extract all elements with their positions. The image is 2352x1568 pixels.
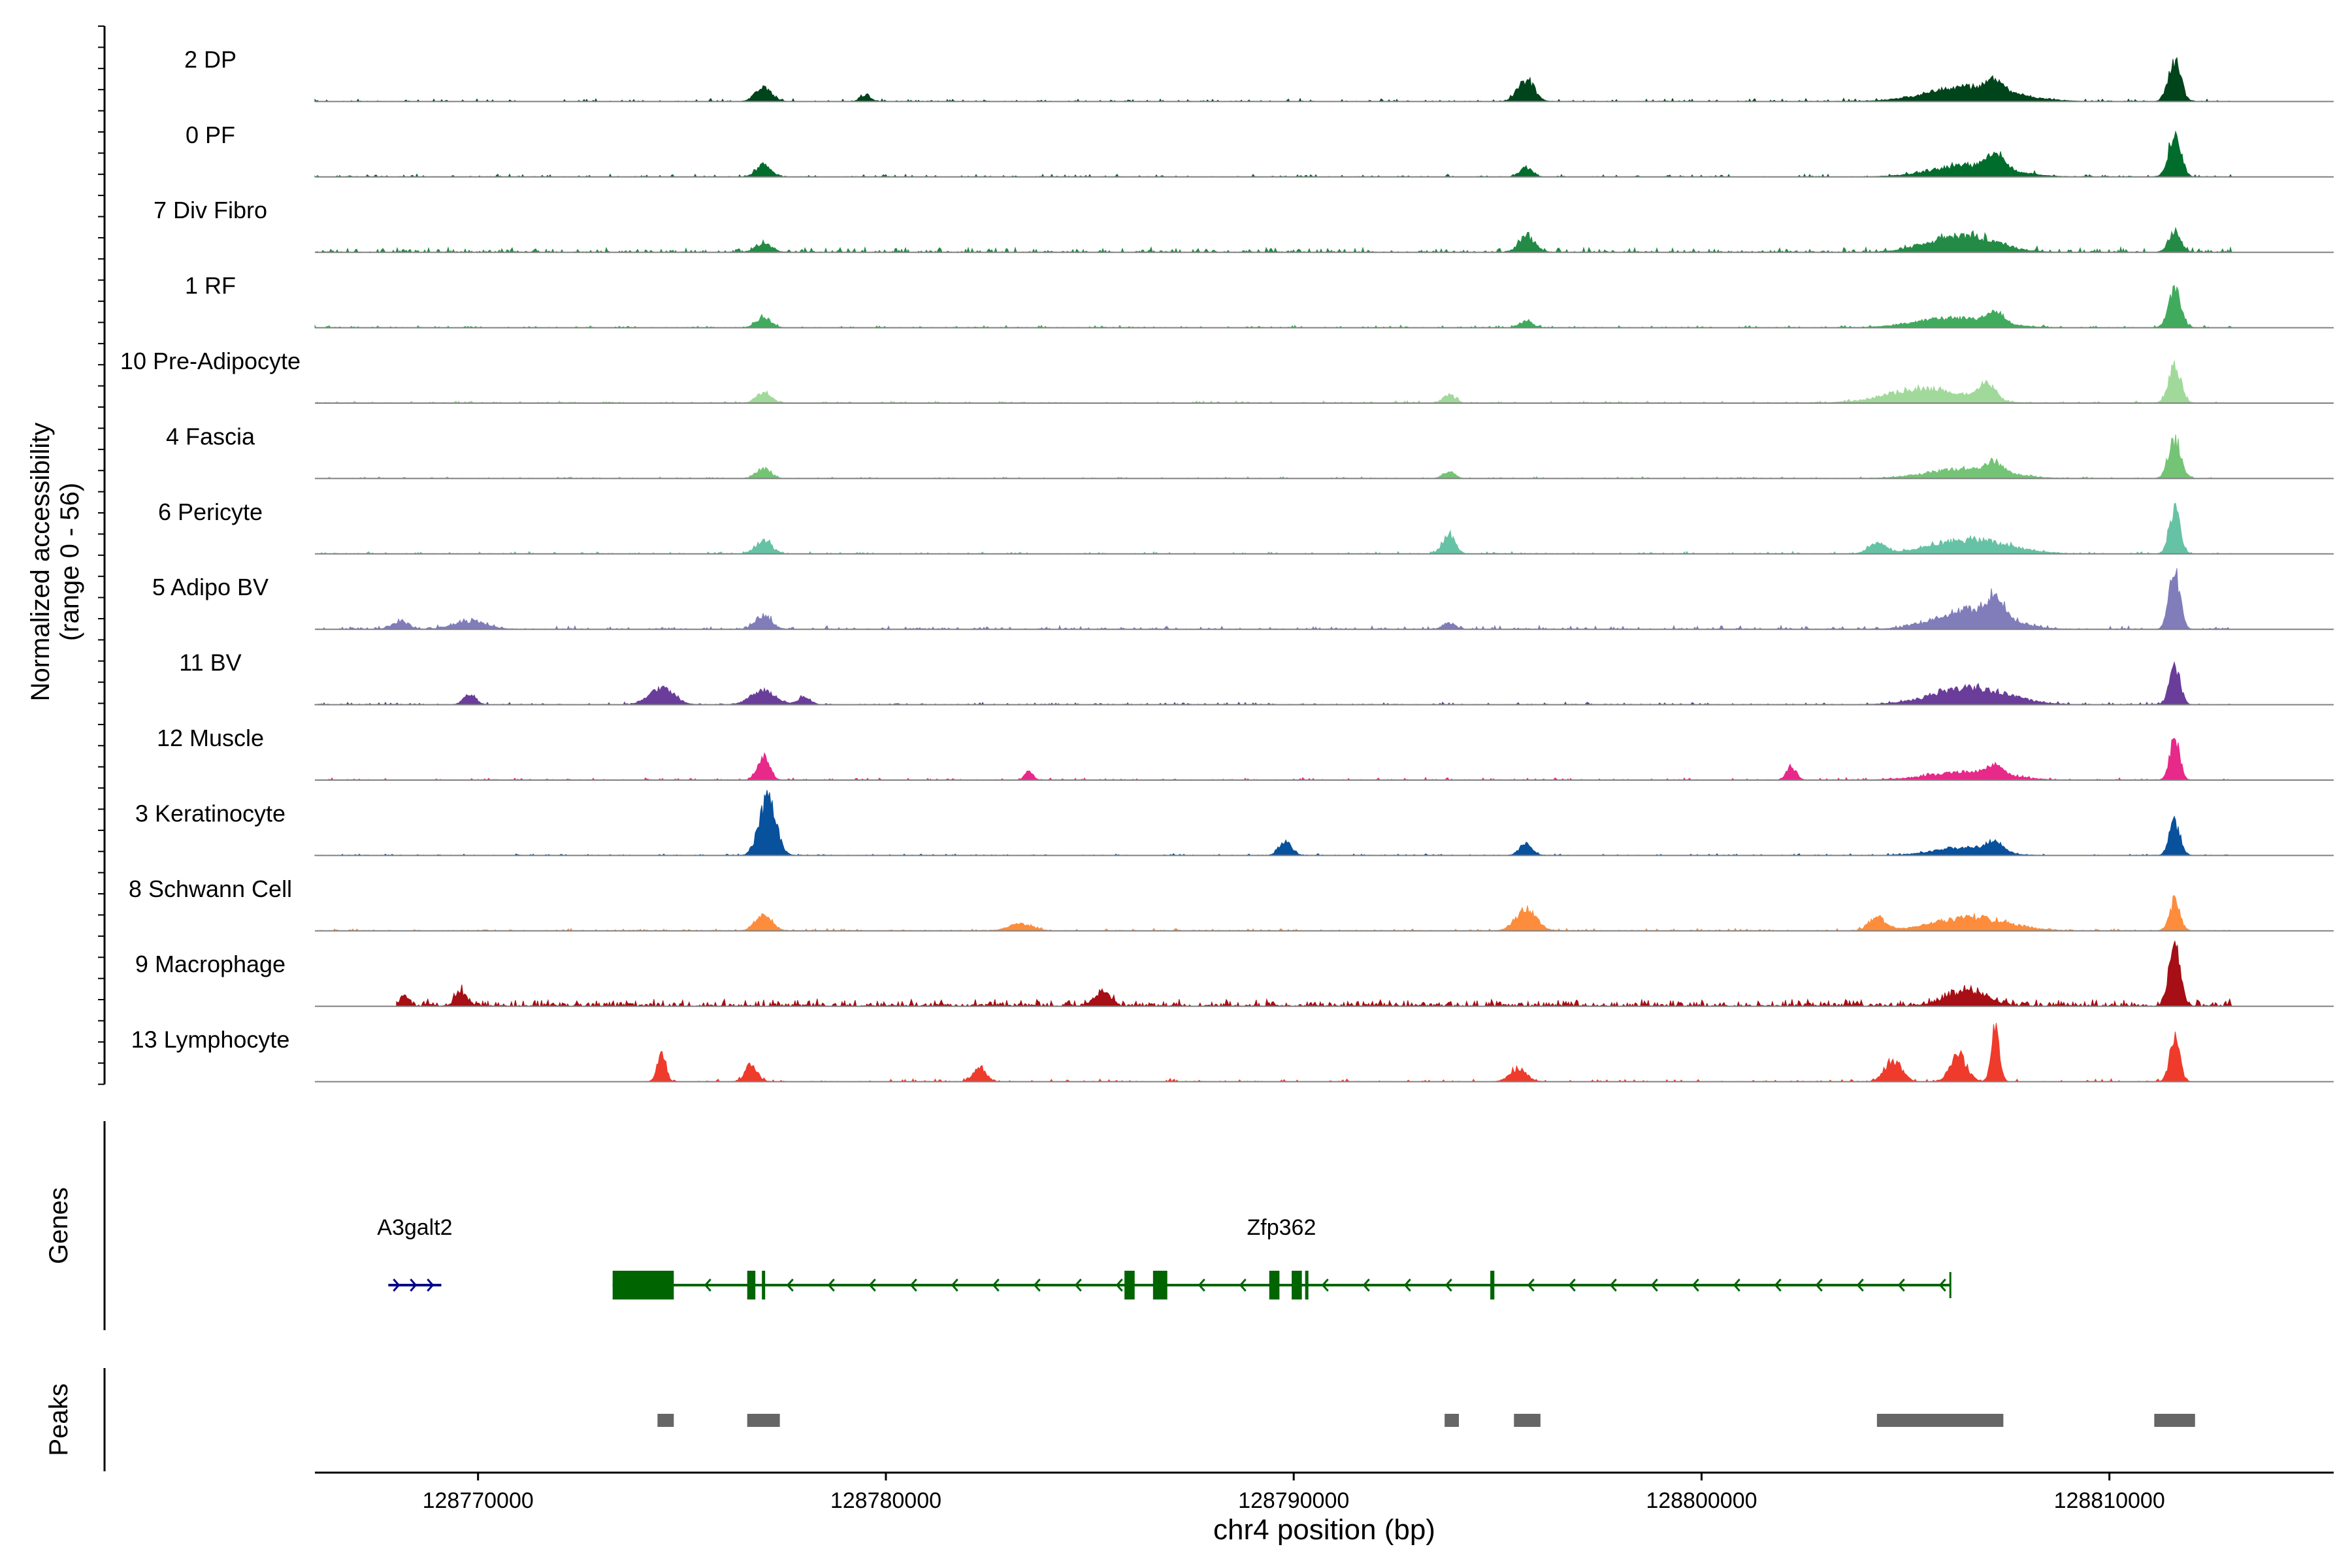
strand-arrow xyxy=(992,1279,1000,1292)
exon xyxy=(612,1271,674,1299)
y-axis-label-line1: Normalized accessibility xyxy=(26,423,55,702)
strand-arrow xyxy=(427,1279,434,1292)
strand-arrow xyxy=(1033,1279,1041,1292)
strand-arrow xyxy=(393,1279,400,1292)
strand-arrow xyxy=(1650,1279,1658,1292)
strand-arrow xyxy=(1815,1279,1823,1292)
x-axis-group: 128770000 128780000 128790000 128800000 1288… xyxy=(423,1473,2165,1513)
track-label: 1 RF xyxy=(185,272,236,299)
strand-arrow xyxy=(909,1279,917,1292)
track-label: 7 Div Fibro xyxy=(154,197,267,223)
track-label: 13 Lymphocyte xyxy=(131,1026,290,1053)
track-label: 5 Adipo BV xyxy=(152,574,269,600)
track-label: 11 BV xyxy=(179,649,241,676)
peak-region xyxy=(1876,1414,2004,1427)
exon xyxy=(747,1271,756,1299)
exon xyxy=(762,1271,766,1299)
strand-arrow xyxy=(827,1279,835,1292)
peak-region xyxy=(657,1414,674,1427)
strand-arrow xyxy=(868,1279,876,1292)
peak-region xyxy=(747,1414,780,1427)
tracks-group: 2 DP 0 PF 7 Div Fibro 1 RF 10 Pre-Adipocyte 4… xyxy=(120,46,2334,1083)
strand-arrow xyxy=(1568,1279,1576,1292)
exon xyxy=(1490,1271,1495,1299)
gene-name: Zfp362 xyxy=(1247,1215,1316,1240)
strand-arrow xyxy=(1897,1279,1905,1292)
track: 10 Pre-Adipocyte xyxy=(120,348,2334,404)
y-axis-label-line2: (range 0 - 56) xyxy=(56,483,84,641)
track-label: 9 Macrophage xyxy=(135,951,286,977)
x-tick-label: 128790000 xyxy=(1238,1488,1349,1513)
track-label: 4 Fascia xyxy=(166,423,255,449)
peaks-group xyxy=(657,1414,2195,1427)
strand-arrow xyxy=(1321,1279,1329,1292)
x-tick-label: 128800000 xyxy=(1646,1488,1757,1513)
gene-name: A3galt2 xyxy=(377,1215,452,1240)
strand-arrow xyxy=(1239,1279,1247,1292)
x-tick-label: 128780000 xyxy=(830,1488,941,1513)
strand-arrow xyxy=(1362,1279,1370,1292)
strand-arrow xyxy=(1115,1279,1123,1292)
track-label: 8 Schwann Cell xyxy=(129,875,292,902)
track: 1 RF xyxy=(185,272,2334,329)
exon xyxy=(1124,1271,1135,1299)
peak-region xyxy=(1514,1414,1541,1427)
strand-arrow xyxy=(1774,1279,1782,1292)
strand-arrow xyxy=(704,1279,711,1292)
genes-group: A3galt2 Zfp362 xyxy=(377,1215,1952,1299)
peak-region xyxy=(2154,1414,2195,1427)
strand-arrow xyxy=(1074,1279,1082,1292)
track: 11 BV xyxy=(179,649,2334,706)
strand-arrow xyxy=(1527,1279,1535,1292)
track-label: 6 Pericyte xyxy=(158,498,263,525)
track: 6 Pericyte xyxy=(158,498,2334,555)
gene-model: A3galt2 xyxy=(377,1215,453,1292)
track-label: 10 Pre-Adipocyte xyxy=(120,348,301,374)
track-label: 2 DP xyxy=(184,46,237,73)
track: 2 DP xyxy=(184,46,2334,103)
strand-arrow xyxy=(1856,1279,1864,1292)
exon xyxy=(1152,1271,1168,1299)
strand-arrow xyxy=(410,1279,417,1292)
x-tick-label: 128770000 xyxy=(423,1488,534,1513)
track: 7 Div Fibro xyxy=(154,197,2334,253)
y-axis-group xyxy=(98,25,106,1085)
genes-panel-label: Genes xyxy=(44,1187,73,1264)
x-axis-label: chr4 position (bp) xyxy=(1213,1514,1435,1546)
strand-arrow xyxy=(1733,1279,1740,1292)
track: 13 Lymphocyte xyxy=(131,1022,2334,1083)
strand-arrow xyxy=(951,1279,958,1292)
strand-arrow xyxy=(786,1279,794,1292)
strand-arrow xyxy=(1445,1279,1452,1292)
peaks-panel-label: Peaks xyxy=(44,1383,73,1456)
track: 5 Adipo BV xyxy=(152,568,2334,630)
strand-arrow xyxy=(1198,1279,1205,1292)
x-tick-label: 128810000 xyxy=(2054,1488,2165,1513)
track: 9 Macrophage xyxy=(135,941,2334,1008)
track-label: 12 Muscle xyxy=(157,725,264,751)
peak-region xyxy=(1445,1414,1459,1427)
track: 0 PF xyxy=(186,122,2334,178)
strand-arrow xyxy=(1403,1279,1411,1292)
track: 3 Keratinocyte xyxy=(135,790,2334,857)
strand-arrow xyxy=(1609,1279,1617,1292)
exon xyxy=(1305,1271,1309,1299)
strand-arrow xyxy=(1938,1279,1946,1292)
track: 4 Fascia xyxy=(166,423,2334,480)
track-label: 0 PF xyxy=(186,122,235,148)
exon xyxy=(1292,1271,1302,1299)
exon xyxy=(1269,1271,1280,1299)
strand-arrow xyxy=(1691,1279,1699,1292)
track: 12 Muscle xyxy=(157,725,2334,781)
track-label: 3 Keratinocyte xyxy=(135,800,286,826)
gene-model: Zfp362 xyxy=(612,1215,1952,1299)
track: 8 Schwann Cell xyxy=(129,875,2334,932)
